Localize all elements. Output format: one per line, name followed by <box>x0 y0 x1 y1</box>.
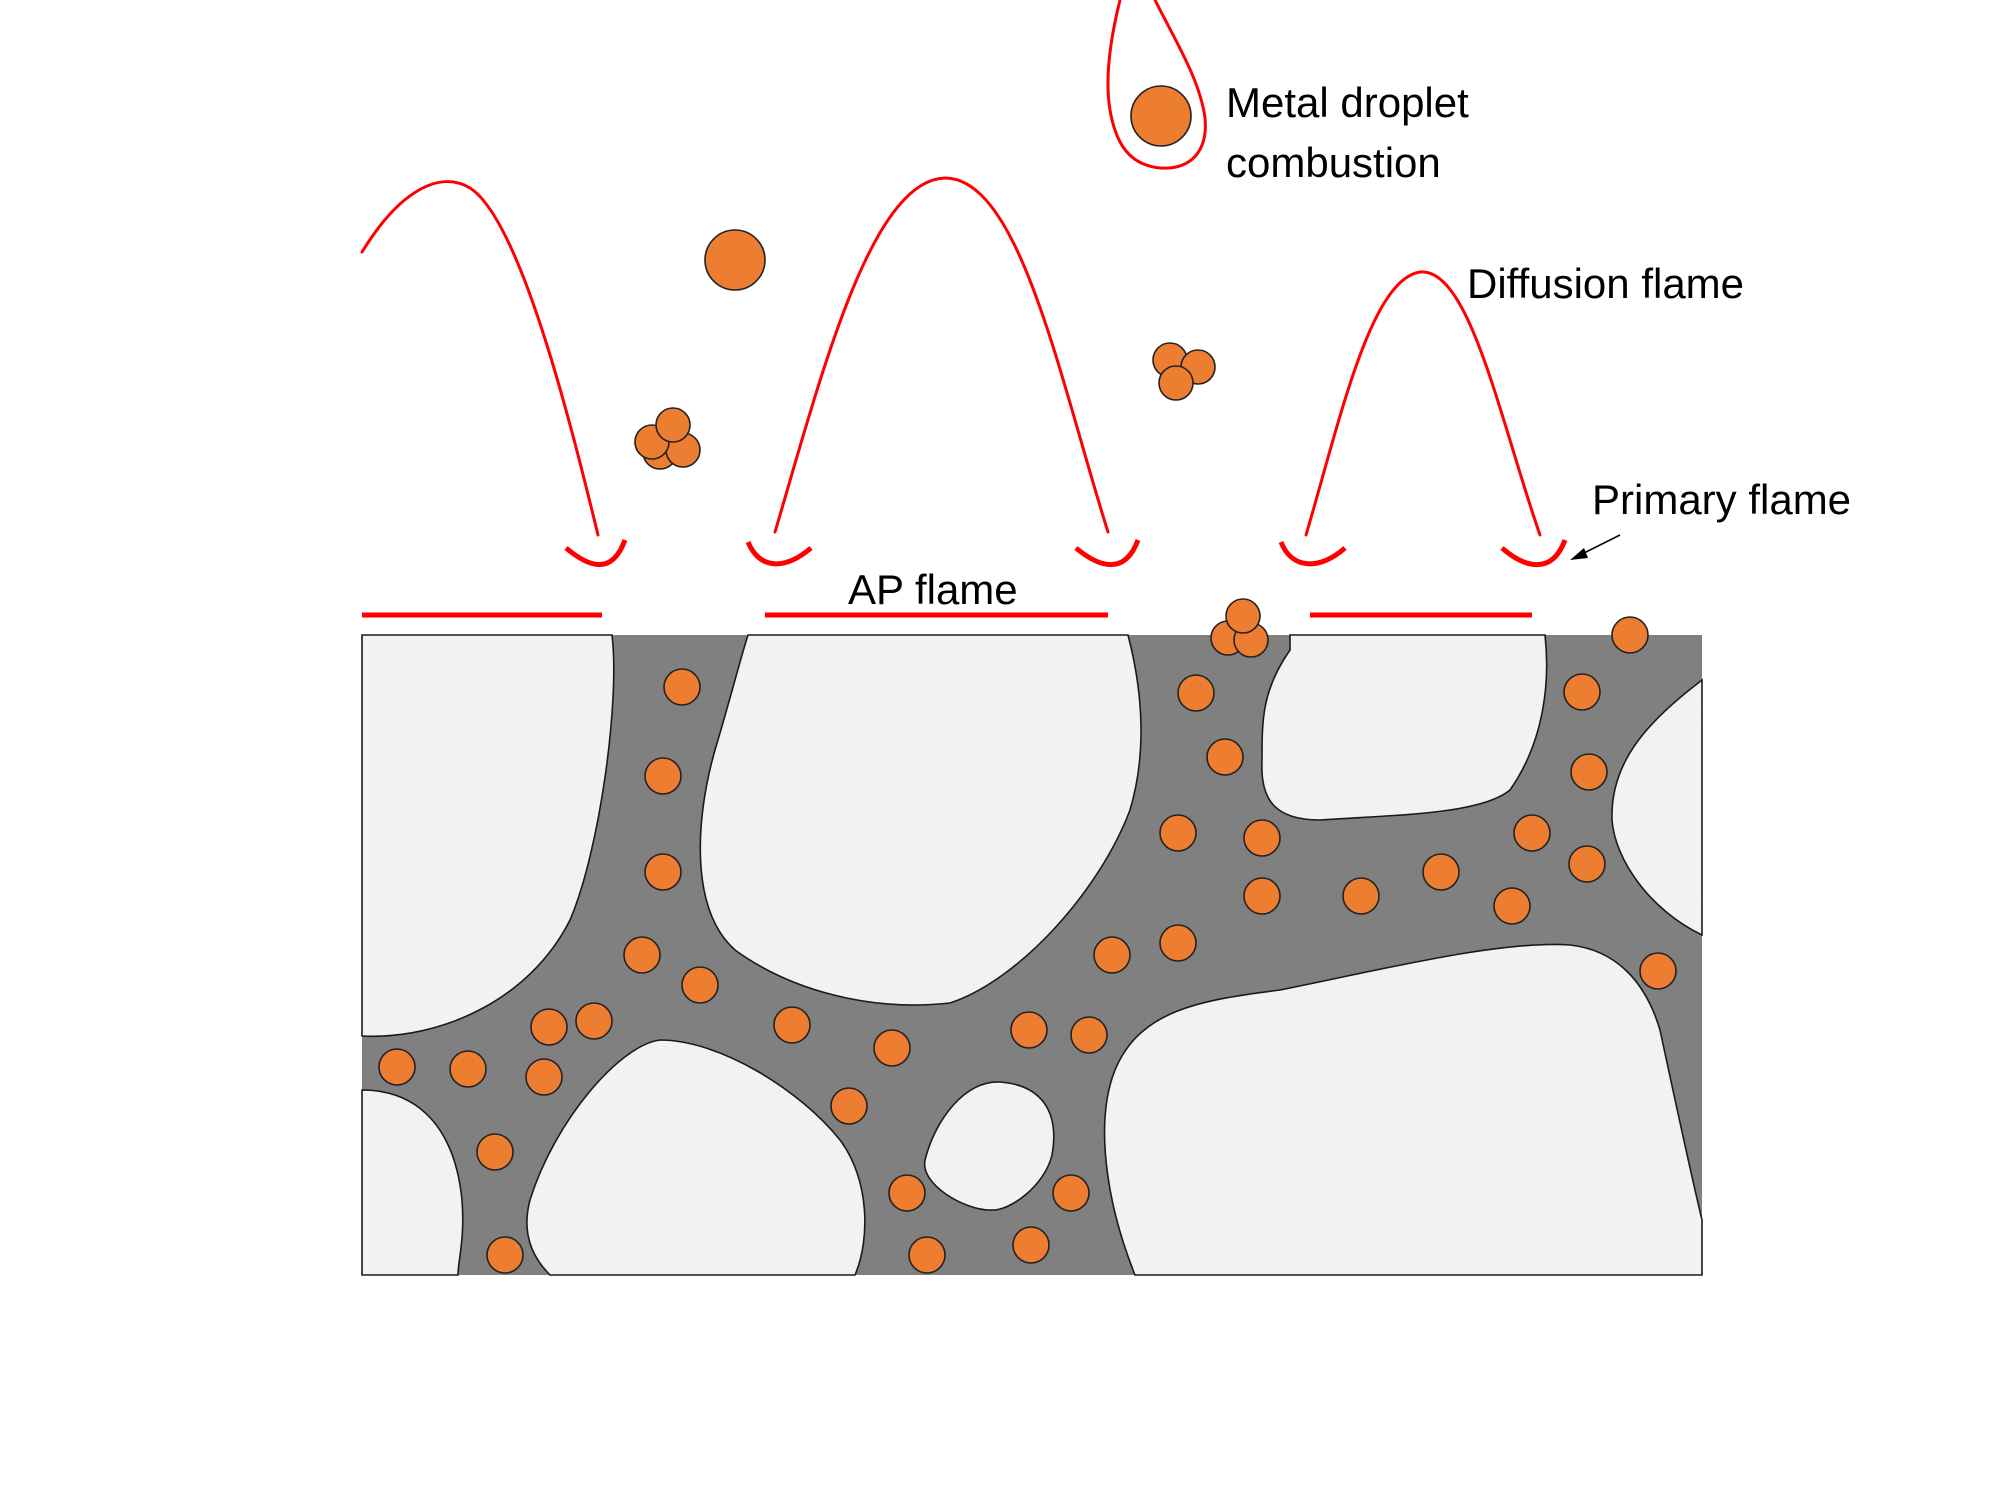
metal-particle <box>1243 819 1281 857</box>
label-ap-flame: AP flame <box>848 566 1018 613</box>
metal-particle <box>1568 845 1606 883</box>
metal-particle <box>1563 673 1601 711</box>
diffusion-flame-arch <box>773 176 1110 534</box>
agglomerate <box>1210 598 1269 658</box>
metal-particle <box>681 966 719 1004</box>
agglomerate-particle <box>1225 598 1261 634</box>
ap-crystal <box>361 634 615 1038</box>
agglomerate-particle <box>655 407 691 443</box>
metal-particle <box>1570 753 1608 791</box>
metal-particle <box>1206 738 1244 776</box>
metal-particles <box>378 616 1677 1274</box>
metal-particle <box>1159 814 1197 852</box>
metal-particle <box>773 1006 811 1044</box>
agglomerate <box>1152 342 1216 401</box>
ap-crystal <box>526 1039 866 1276</box>
metal-particle <box>1513 814 1551 852</box>
metal-particle <box>1422 853 1460 891</box>
metal-particle <box>644 757 682 795</box>
metal-particle <box>1342 877 1380 915</box>
propellant-surface <box>361 634 1703 1276</box>
metal-particle <box>1611 616 1649 654</box>
label-primary-flame: Primary flame <box>1592 476 1851 523</box>
metal-particle <box>644 853 682 891</box>
metal-particle <box>449 1050 487 1088</box>
metal-particle <box>623 936 661 974</box>
metal-particle <box>1012 1226 1050 1264</box>
primary-flame-arrow <box>1570 534 1621 560</box>
metal-particle <box>830 1087 868 1125</box>
ap-crystal <box>699 634 1142 1006</box>
label-diffusion-flame: Diffusion flame <box>1467 260 1744 307</box>
metal-droplet <box>1130 85 1192 147</box>
ap-crystal <box>1261 634 1548 821</box>
metal-particle <box>525 1058 563 1096</box>
primary-flame-cusp <box>1074 539 1141 568</box>
metal-particle <box>530 1008 568 1046</box>
diffusion-flame-arch <box>360 180 600 537</box>
metal-droplet-combustion <box>1106 0 1207 170</box>
metal-particle <box>1639 952 1677 990</box>
metal-particle <box>663 668 701 706</box>
metal-particle <box>476 1133 514 1171</box>
primary-flame-cusp <box>1278 540 1347 567</box>
metal-particle <box>1493 887 1531 925</box>
agglomerate <box>634 407 701 470</box>
ap-crystal <box>1611 678 1703 937</box>
metal-particle <box>1052 1174 1090 1212</box>
primary-flame-cusp <box>745 540 813 567</box>
primary-flame-cusps <box>564 539 1568 568</box>
labels: Metal droplet combustion Diffusion flame… <box>848 79 1851 613</box>
metal-particle <box>378 1048 416 1086</box>
ap-crystal <box>1103 943 1703 1276</box>
metal-particle <box>1177 674 1215 712</box>
diffusion-flame-arch <box>1304 270 1542 537</box>
metal-particle <box>873 1029 911 1067</box>
ap-crystal <box>361 1089 464 1276</box>
metal-particle <box>575 1002 613 1040</box>
arrow-line <box>1581 534 1621 555</box>
ap-crystal <box>924 1081 1055 1211</box>
metal-particle <box>908 1236 946 1274</box>
metal-particle <box>1010 1011 1048 1049</box>
agglomerate-particle <box>1158 365 1194 401</box>
droplet-flame-envelope <box>1106 0 1207 170</box>
metal-particle <box>486 1236 524 1274</box>
metal-droplet <box>704 229 766 291</box>
primary-flame-cusp <box>564 539 628 568</box>
metal-particle <box>1159 924 1197 962</box>
label-combustion: combustion <box>1226 139 1441 186</box>
gas-phase-particles <box>634 229 1269 658</box>
metal-particle <box>1243 877 1281 915</box>
metal-particle <box>1093 936 1131 974</box>
metal-particle <box>888 1174 926 1212</box>
primary-flame-cusp <box>1500 539 1568 568</box>
diffusion-flames <box>360 176 1542 537</box>
metal-particle <box>1070 1016 1108 1054</box>
arrowhead <box>1570 548 1588 560</box>
label-metal-droplet: Metal droplet <box>1226 79 1469 126</box>
